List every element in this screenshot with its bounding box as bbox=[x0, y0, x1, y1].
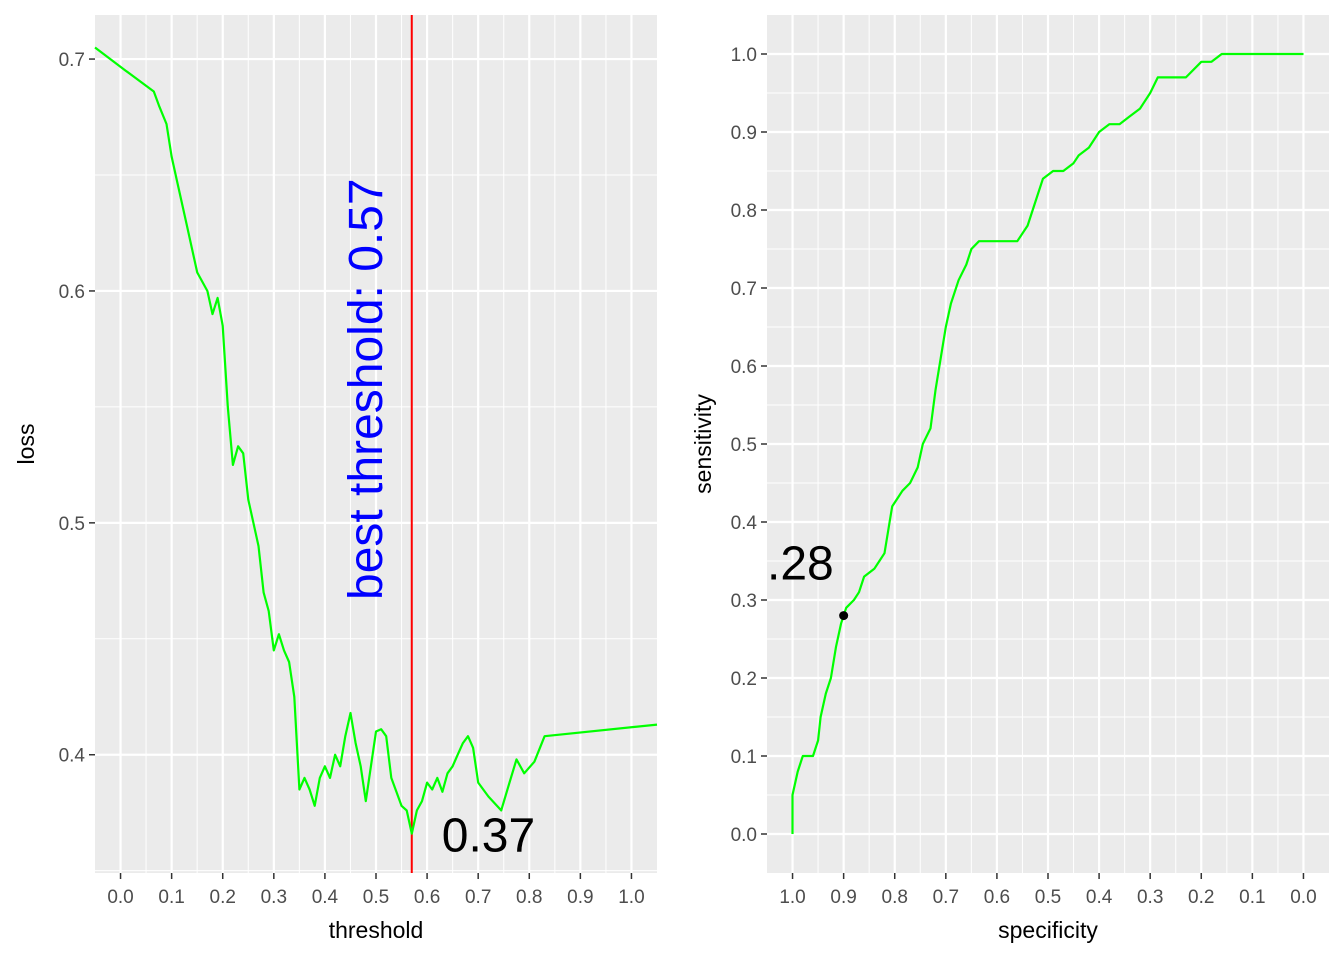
roc-y-axis-title: sensitivity bbox=[690, 394, 716, 494]
y-tick-label: 0.5 bbox=[731, 435, 757, 456]
x-tick-label: 1.0 bbox=[779, 887, 805, 908]
x-tick-label: 0.2 bbox=[1188, 887, 1214, 908]
x-tick-label: 0.3 bbox=[261, 887, 287, 908]
y-tick-label: 0.0 bbox=[731, 825, 757, 846]
x-tick-label: 0.1 bbox=[158, 887, 184, 908]
x-tick-label: 0.4 bbox=[1086, 887, 1113, 908]
loss-y-axis-title: loss bbox=[13, 424, 39, 465]
x-tick-label: 0.2 bbox=[210, 887, 236, 908]
x-tick-label: 0.7 bbox=[933, 887, 959, 908]
y-tick-label: 0.5 bbox=[59, 514, 85, 535]
y-tick-label: 0.9 bbox=[731, 123, 757, 144]
x-tick-label: 0.5 bbox=[1035, 887, 1061, 908]
x-tick-label: 1.0 bbox=[618, 887, 644, 908]
best-threshold-label: best threshold: 0.57 bbox=[340, 178, 393, 600]
y-tick-label: 0.7 bbox=[731, 279, 757, 300]
y-tick-label: 1.0 bbox=[731, 45, 757, 66]
roc-series-line bbox=[791, 52, 1304, 834]
roc-gridlines bbox=[767, 15, 1329, 873]
y-tick-label: 0.8 bbox=[731, 201, 757, 222]
loss-gridlines bbox=[95, 15, 657, 873]
x-tick-label: 0.5 bbox=[363, 887, 389, 908]
y-tick-label: 0.4 bbox=[731, 513, 758, 534]
x-tick-label: 0.0 bbox=[1290, 887, 1316, 908]
y-tick-label: 0.7 bbox=[59, 50, 85, 71]
x-tick-label: 0.4 bbox=[312, 887, 339, 908]
y-tick-label: 0.6 bbox=[731, 357, 757, 378]
x-tick-label: 0.6 bbox=[414, 887, 440, 908]
x-tick-label: 0.1 bbox=[1239, 887, 1265, 908]
x-tick-label: 0.0 bbox=[107, 887, 133, 908]
roc-tick-labels: 1.0 0.9 0.8 0.7 0.6 0.5 0.4 0.3 0.2 0.1 0.0 0.0 0.1 0… bbox=[731, 45, 1317, 908]
x-tick-label: 0.7 bbox=[465, 887, 491, 908]
y-tick-label: 0.6 bbox=[59, 282, 85, 303]
roc-best-point bbox=[839, 611, 849, 621]
x-tick-label: 0.8 bbox=[516, 887, 542, 908]
roc-panel: 1.0 0.9 0.8 0.7 0.6 0.5 0.4 0.3 0.2 0.1 0.0 0.0 0.1 0… bbox=[690, 15, 1329, 943]
loss-tick-labels: 0.0 0.1 0.2 0.3 0.4 0.5 0.6 0.7 0.8 0.9 1.0 0.4 0.5 0… bbox=[59, 50, 645, 908]
min-loss-label: 0.37 bbox=[442, 810, 535, 863]
loss-panel: 0.0 0.1 0.2 0.3 0.4 0.5 0.6 0.7 0.8 0.9 1.0 0.4 0.5 0… bbox=[13, 15, 658, 943]
loss-x-axis-title: threshold bbox=[329, 917, 424, 943]
y-tick-label: 0.1 bbox=[731, 747, 757, 768]
loss-series-line bbox=[94, 46, 658, 835]
y-tick-label: 0.2 bbox=[731, 669, 757, 690]
x-tick-label: 0.3 bbox=[1137, 887, 1163, 908]
roc-point-label: .28 bbox=[767, 538, 834, 591]
x-tick-label: 0.6 bbox=[984, 887, 1010, 908]
x-tick-label: 0.9 bbox=[830, 887, 856, 908]
roc-x-axis-title: specificity bbox=[998, 917, 1098, 943]
x-tick-label: 0.8 bbox=[882, 887, 908, 908]
x-tick-label: 0.9 bbox=[567, 887, 593, 908]
y-tick-label: 0.4 bbox=[59, 746, 86, 767]
y-tick-label: 0.3 bbox=[731, 591, 757, 612]
